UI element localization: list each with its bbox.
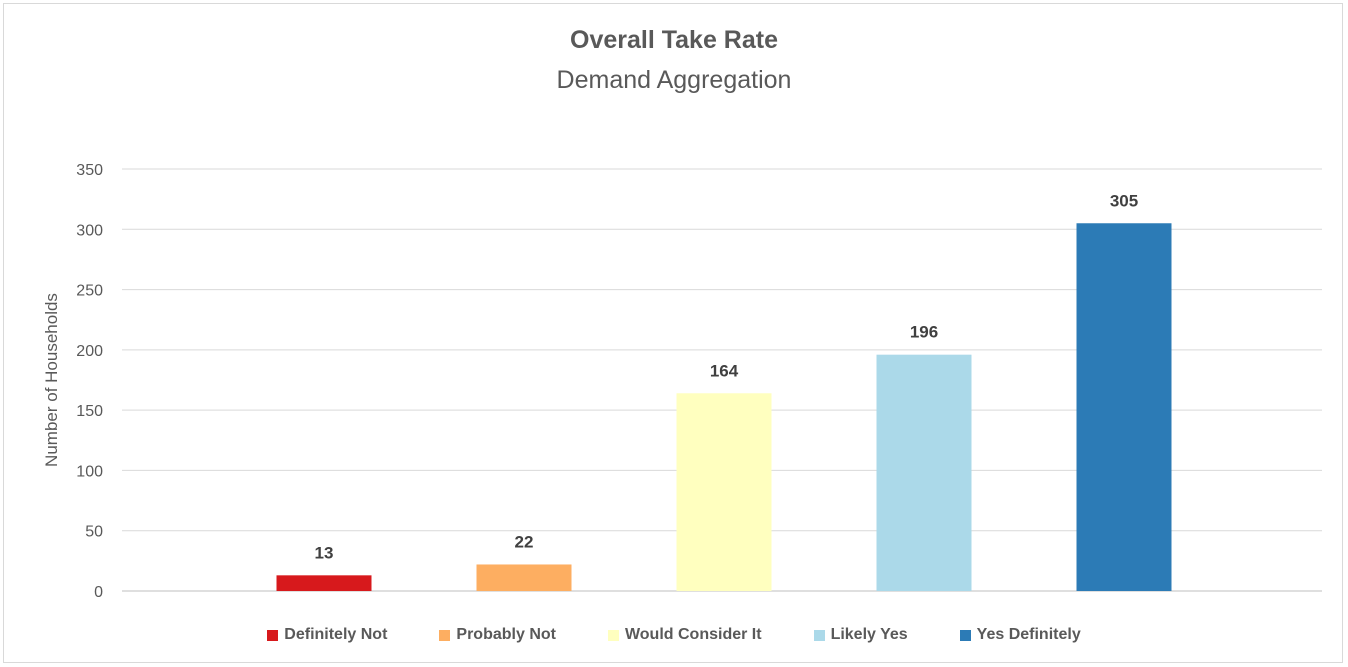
legend-label: Would Consider It xyxy=(624,626,762,643)
legend-swatch xyxy=(267,629,279,641)
legend-item: Would Consider It xyxy=(607,626,762,644)
y-axis-label: Number of Households xyxy=(42,293,61,467)
y-tick-label: 250 xyxy=(76,283,103,300)
data-label: 196 xyxy=(910,323,938,342)
data-label: 164 xyxy=(710,361,739,380)
y-tick-label: 0 xyxy=(94,584,103,601)
bar xyxy=(676,393,772,591)
y-tick-label: 200 xyxy=(76,343,103,360)
legend-item: Yes Definitely xyxy=(959,626,1081,644)
bar xyxy=(876,354,972,591)
legend-label: Yes Definitely xyxy=(976,626,1081,643)
y-tick-label: 50 xyxy=(85,524,103,541)
chart-subtitle: Demand Aggregation xyxy=(556,66,792,94)
legend-swatch xyxy=(959,629,971,641)
bar xyxy=(1076,223,1172,591)
bar xyxy=(276,575,372,591)
y-tick-label: 350 xyxy=(76,162,103,179)
legend-swatch xyxy=(607,629,619,641)
data-label: 22 xyxy=(515,532,534,551)
bar-chart-plot: 0 50 100 150 200 250 300 350 Number of Household… xyxy=(42,162,1322,601)
y-tick-label: 150 xyxy=(76,403,103,420)
legend-item: Likely Yes xyxy=(813,626,908,644)
y-tick-label: 300 xyxy=(76,222,103,239)
legend-swatch xyxy=(439,629,451,641)
data-label: 305 xyxy=(1110,191,1138,210)
legend-label: Likely Yes xyxy=(830,626,908,643)
y-tick-label: 100 xyxy=(76,463,103,480)
legend-label: Definitely Not xyxy=(284,626,388,643)
legend-swatch xyxy=(813,629,825,641)
chart-title: Overall Take Rate xyxy=(570,26,778,54)
legend-item: Probably Not xyxy=(439,626,556,644)
data-label: 13 xyxy=(315,543,334,562)
bar xyxy=(476,564,572,591)
legend-item: Definitely Not xyxy=(267,626,387,644)
chart-legend: Definitely Not Probably Not Would Consider… xyxy=(0,626,1348,644)
legend-label: Probably Not xyxy=(456,626,556,643)
